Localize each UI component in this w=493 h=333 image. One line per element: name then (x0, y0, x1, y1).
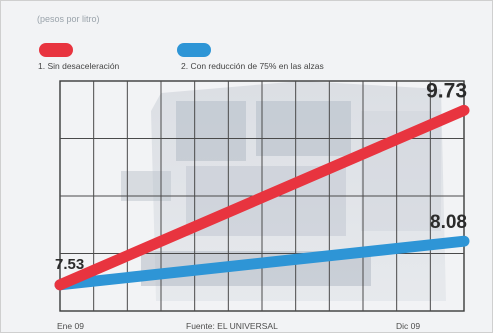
legend-swatch-red (39, 43, 73, 57)
x-end-label: Dic 09 (396, 321, 421, 331)
data-label-1: 7.53 (55, 256, 84, 273)
data-label-3: 8.08 (430, 212, 467, 233)
data-label-2: 9.73 (426, 79, 467, 102)
chart-data-labels: 7.53 9.73 8.08 (55, 79, 467, 272)
series-line-1 (54, 104, 470, 291)
series-line-2 (54, 235, 470, 291)
unit-label: (pesos por litro) (37, 14, 100, 24)
source-label: Fuente: EL UNIVERSAL (186, 321, 278, 331)
chart-series (54, 104, 470, 291)
legend-swatch-blue (177, 43, 211, 57)
legend-label-2: 2. Con reducción de 75% en las alzas (181, 61, 324, 71)
legend-label-1: 1. Sin desaceleración (38, 61, 120, 71)
x-start-label: Ene 09 (57, 321, 84, 331)
